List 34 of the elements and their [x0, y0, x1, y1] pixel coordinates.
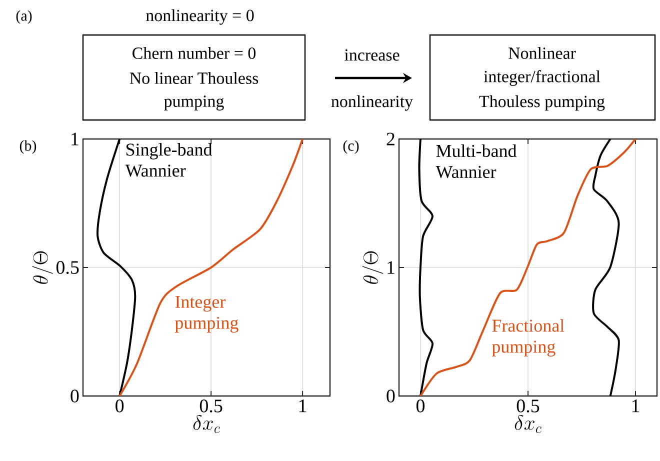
x-tick-label: 0	[416, 400, 425, 412]
series-label: Single-band Wannier	[125, 143, 212, 177]
text: Nonlinear	[508, 47, 576, 59]
text: Chern number = 0	[132, 47, 256, 59]
x-tick-label: 0	[116, 400, 124, 412]
line-series	[418, 139, 434, 396]
x-axis-title: $\delta x_c$	[514, 414, 542, 433]
chart-title: (c)	[343, 140, 359, 154]
y-tick-label: 0	[386, 390, 395, 402]
x-tick-label: 1	[632, 400, 640, 412]
chart-title: (b)	[20, 140, 36, 154]
text: increase	[344, 49, 400, 61]
x-tick-label: 1	[299, 400, 306, 412]
x-axis-title: $\delta x_c$	[193, 414, 220, 433]
y-tick-label: 1	[388, 261, 394, 274]
x-tick-label: 0.5	[200, 400, 222, 412]
text: (a)	[16, 10, 32, 24]
y-tick-label: 2	[386, 132, 394, 146]
series-label: Fractional pumping	[492, 319, 564, 356]
text: nonlinearity	[331, 95, 414, 111]
text: Thouless pumping	[479, 95, 605, 111]
text: pumping	[164, 96, 224, 110]
y-axis-title: $\theta/\Theta$	[32, 251, 53, 284]
y-axis-title: $\theta/\Theta$	[362, 251, 384, 284]
x-tick-label: 0.5	[516, 400, 540, 412]
text: No linear Thouless	[130, 72, 258, 84]
text: integer/fractional	[484, 70, 600, 86]
series-label: Multi-band Wannier	[436, 144, 517, 178]
y-tick-label: 0.5	[56, 261, 79, 274]
line-series	[592, 139, 620, 396]
text: nonlinearity = 0	[146, 9, 254, 25]
y-tick-label: 0	[70, 390, 79, 402]
y-tick-label: 1	[72, 132, 78, 146]
series-label: Integer pumping	[174, 296, 238, 333]
